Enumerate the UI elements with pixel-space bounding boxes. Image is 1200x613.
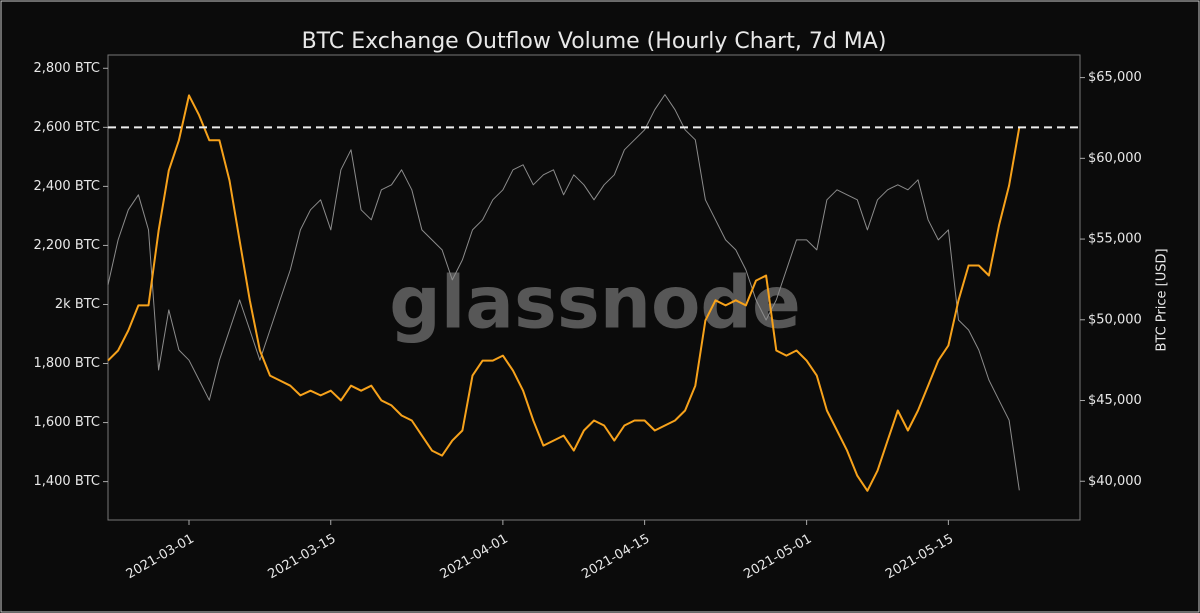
y2-tick-label: $60,000 <box>1088 151 1142 166</box>
y2-axis-label: BTC Price [USD] <box>1155 248 1170 351</box>
series-line <box>107 94 1020 491</box>
y2-tick-label: $40,000 <box>1088 474 1142 489</box>
y2-tick-label: $55,000 <box>1088 232 1142 247</box>
y2-tick-label: $65,000 <box>1088 70 1142 85</box>
y-tick-label: 2,200 BTC <box>33 238 100 253</box>
y-tick-label: 2,400 BTC <box>33 179 100 194</box>
chart-title: BTC Exchange Outflow Volume (Hourly Char… <box>302 29 887 54</box>
y-tick-label: 1,800 BTC <box>33 356 100 371</box>
y2-tick-label: $45,000 <box>1088 393 1142 408</box>
y-tick-label: 2,800 BTC <box>33 61 100 76</box>
y-tick-label: 1,600 BTC <box>33 415 100 430</box>
y2-tick-label: $50,000 <box>1088 312 1142 327</box>
y-tick-label: 1,400 BTC <box>33 474 100 489</box>
y-tick-label: 2,600 BTC <box>33 120 100 135</box>
plot-frame <box>107 54 1081 521</box>
series-line <box>107 94 1021 492</box>
y-tick-label: 2k BTC <box>55 297 100 312</box>
